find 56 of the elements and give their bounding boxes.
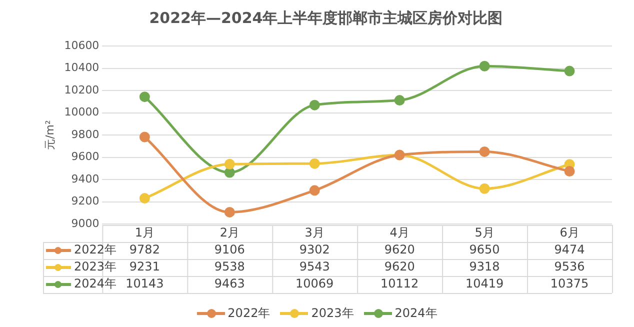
y-axis-title: 元/m² [43,120,56,150]
x-tick-label: 4月 [390,226,410,240]
data-label: 10143 [126,276,164,291]
y-tick-label: 10600 [64,38,100,52]
y-tick-label: 10000 [64,106,100,119]
data-label: 9650 [469,242,500,257]
point [309,185,320,196]
legend-label: 2024年 [74,276,117,291]
point [479,60,490,72]
chart-title: 2022年—2024年上半年度邯郸市主城区房价对比图 [149,8,503,27]
legend-label: 2022年 [74,242,117,257]
point [139,92,150,102]
x-tick-label: 1月 [134,226,154,240]
data-label: 9318 [469,260,500,274]
y-tick-label: 9600 [71,150,100,164]
data-label: 9231 [129,260,160,274]
point [139,132,150,142]
x-tick-label: 5月 [474,226,494,240]
point [224,158,235,170]
point [564,166,575,177]
data-label: 9782 [129,242,160,257]
x-tick-label: 6月 [560,226,580,240]
point [479,146,490,157]
y-tick-label: 9400 [71,172,100,186]
y-tick-label: 10200 [64,83,100,96]
data-label: 9106 [214,242,245,257]
data-label: 9463 [214,276,245,291]
y-tick-label: 9000 [71,216,100,230]
data-label: 10375 [550,276,589,291]
y-tick-label: 9800 [71,128,100,141]
data-label: 9536 [554,260,585,274]
text: 2024年 [394,306,438,320]
point [394,95,405,106]
data-label: 10419 [465,276,504,291]
data-label: 9620 [384,260,415,274]
point [224,167,235,178]
text: 2023年 [311,306,354,320]
legend-label: 2023年 [74,260,117,274]
point [309,100,320,110]
point [224,206,235,218]
y-tick-label: 9200 [71,194,100,208]
data-label: 10069 [296,276,334,291]
data-label: 9538 [214,260,245,274]
point [564,66,575,76]
data-label: 9543 [299,260,330,274]
x-tick-label: 3月 [304,226,324,240]
point [309,158,320,169]
data-label: 9302 [299,242,330,257]
x-tick-label: 2月 [220,226,240,240]
data-label: 10112 [380,276,419,291]
point [139,193,150,204]
point [479,183,490,194]
y-tick-label: 10400 [64,61,100,74]
data-label: 9474 [554,242,585,257]
data-label: 9620 [384,242,415,257]
text: 2022年 [228,306,270,320]
